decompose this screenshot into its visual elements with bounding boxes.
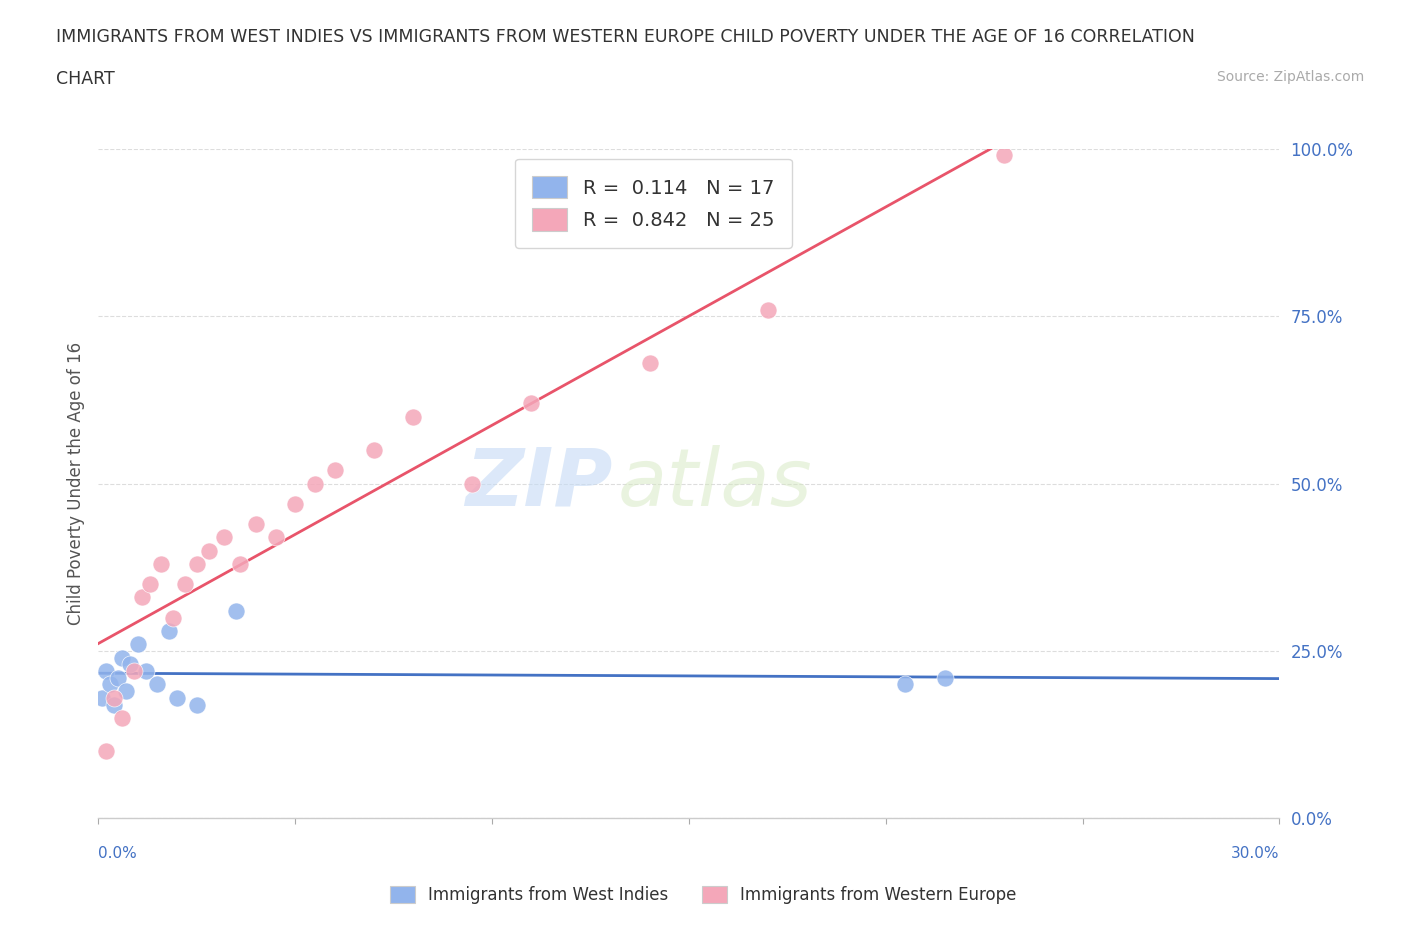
Point xyxy=(363,443,385,458)
Point xyxy=(186,556,208,571)
Point xyxy=(103,698,125,712)
Point xyxy=(98,677,121,692)
Point xyxy=(225,604,247,618)
Point xyxy=(111,711,134,725)
Text: Source: ZipAtlas.com: Source: ZipAtlas.com xyxy=(1216,70,1364,84)
Text: CHART: CHART xyxy=(56,70,115,87)
Point xyxy=(304,476,326,491)
Point xyxy=(96,664,118,679)
Point xyxy=(756,302,779,317)
Legend: Immigrants from West Indies, Immigrants from Western Europe: Immigrants from West Indies, Immigrants … xyxy=(381,878,1025,912)
Point xyxy=(131,590,153,604)
Point xyxy=(111,650,134,665)
Point xyxy=(122,664,145,679)
Point xyxy=(323,463,346,478)
Point xyxy=(174,577,197,591)
Point xyxy=(146,677,169,692)
Point xyxy=(229,556,252,571)
Point xyxy=(115,684,138,698)
Point xyxy=(461,476,484,491)
Point xyxy=(214,530,236,545)
Point xyxy=(91,690,114,705)
Text: IMMIGRANTS FROM WEST INDIES VS IMMIGRANTS FROM WESTERN EUROPE CHILD POVERTY UNDE: IMMIGRANTS FROM WEST INDIES VS IMMIGRANT… xyxy=(56,28,1195,46)
Point xyxy=(284,497,307,512)
Point xyxy=(894,677,917,692)
Point xyxy=(245,516,267,531)
Point xyxy=(96,744,118,759)
Point xyxy=(138,577,160,591)
Point xyxy=(520,396,543,411)
Point xyxy=(103,690,125,705)
Text: atlas: atlas xyxy=(619,445,813,523)
Point xyxy=(264,530,287,545)
Legend: R =  0.114   N = 17, R =  0.842   N = 25: R = 0.114 N = 17, R = 0.842 N = 25 xyxy=(515,158,792,248)
Text: ZIP: ZIP xyxy=(465,445,612,523)
Point xyxy=(107,671,129,685)
Text: 0.0%: 0.0% xyxy=(98,846,138,861)
Point xyxy=(127,637,149,652)
Point xyxy=(638,355,661,370)
Point xyxy=(402,409,425,424)
Point xyxy=(197,543,219,558)
Point xyxy=(166,690,188,705)
Point xyxy=(993,148,1015,163)
Point xyxy=(186,698,208,712)
Point xyxy=(135,664,157,679)
Point xyxy=(157,623,180,638)
Text: 30.0%: 30.0% xyxy=(1232,846,1279,861)
Point xyxy=(162,610,184,625)
Point xyxy=(934,671,956,685)
Point xyxy=(150,556,173,571)
Y-axis label: Child Poverty Under the Age of 16: Child Poverty Under the Age of 16 xyxy=(66,342,84,625)
Point xyxy=(118,657,141,671)
